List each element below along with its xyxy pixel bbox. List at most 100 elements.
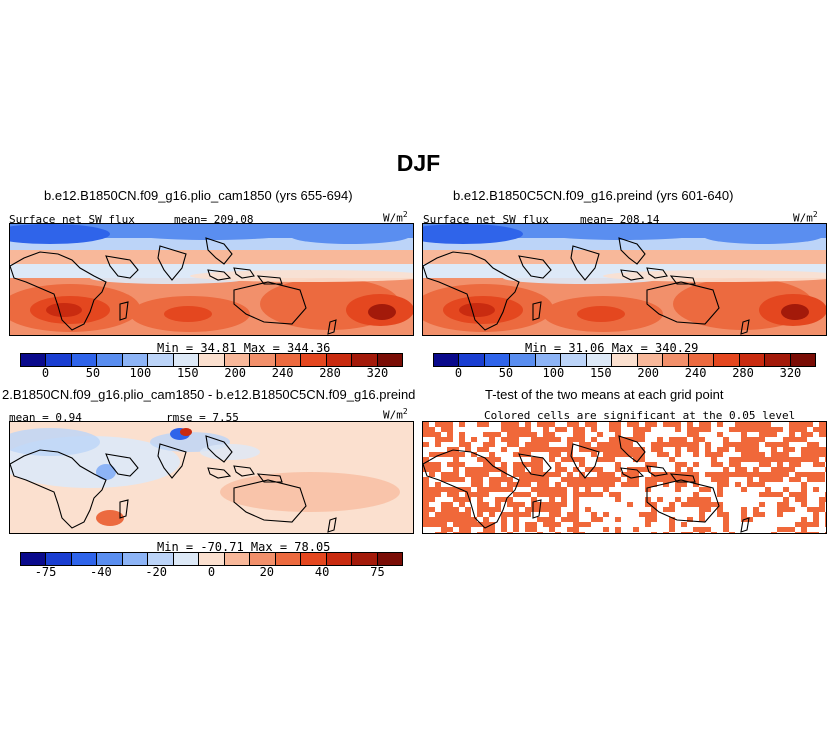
significant-cell	[765, 427, 771, 432]
significant-cell	[645, 487, 651, 492]
colorbar-swatch	[377, 553, 403, 565]
significant-cell	[495, 482, 501, 487]
significant-cell	[765, 422, 771, 427]
significant-cell	[783, 452, 789, 457]
significant-cell	[651, 442, 657, 447]
significant-cell	[555, 492, 561, 497]
significant-cell	[813, 452, 819, 457]
significant-cell	[645, 482, 651, 487]
significant-cell	[825, 457, 826, 462]
significant-cell	[423, 477, 429, 482]
significant-cell	[501, 437, 507, 442]
significant-cell	[495, 477, 501, 482]
significant-cell	[687, 532, 693, 533]
significant-cell	[447, 447, 453, 452]
significant-cell	[513, 467, 519, 472]
significant-cell	[513, 482, 519, 487]
significant-cell	[489, 482, 495, 487]
significant-cell	[591, 477, 597, 482]
panel-a-minmax-label: Min = 34.81 Max = 344.36	[157, 341, 331, 355]
colorbar-tick-label: 20	[259, 565, 275, 579]
panel-c-colorbar	[20, 552, 403, 566]
significant-cell	[615, 422, 621, 427]
coastline	[205, 435, 233, 463]
significant-cell	[687, 422, 693, 427]
significant-cell	[699, 437, 705, 442]
significant-cell	[681, 482, 687, 487]
significant-cell	[699, 507, 705, 512]
coastline	[618, 435, 646, 463]
significant-cell	[645, 422, 651, 427]
significant-cell	[423, 492, 429, 497]
significant-cell	[513, 517, 519, 522]
coastline	[105, 255, 139, 279]
colorbar-tick-label: 280	[732, 366, 754, 380]
panel-b-colorbar	[433, 353, 816, 367]
significant-cell	[633, 527, 639, 532]
colorbar-tick-label: 200	[224, 366, 247, 380]
significant-cell	[513, 437, 519, 442]
significant-cell	[537, 422, 543, 427]
significant-cell	[687, 517, 693, 522]
panel-b-title: b.e12.B1850C5CN.f09_g16.preind (yrs 601-…	[453, 188, 734, 203]
significant-cell	[531, 507, 537, 512]
significant-cell	[453, 457, 459, 462]
significant-cell	[615, 447, 621, 452]
coastline	[669, 473, 696, 483]
significant-cell	[633, 452, 639, 457]
significant-cell	[747, 477, 753, 482]
significant-cell	[699, 517, 705, 522]
significant-cell	[573, 532, 579, 533]
significant-cell	[543, 437, 549, 442]
significant-cell	[555, 462, 561, 467]
significant-cell	[801, 532, 807, 533]
colorbar-tick-label: 320	[366, 366, 389, 380]
colorbar-swatch	[790, 354, 816, 366]
significant-cell	[501, 467, 507, 472]
significant-cell	[519, 462, 525, 467]
significant-cell	[663, 482, 669, 487]
significant-cell	[747, 472, 753, 477]
significant-cell	[561, 497, 567, 502]
significant-cell	[447, 507, 453, 512]
significant-cell	[795, 472, 801, 477]
colorbar-swatch	[97, 553, 123, 565]
significant-cell	[615, 477, 621, 482]
significant-cell	[555, 507, 561, 512]
significant-cell	[435, 422, 441, 427]
significant-cell	[483, 467, 489, 472]
significant-cell	[705, 502, 711, 507]
significant-cell	[675, 442, 681, 447]
significant-cell	[453, 447, 459, 452]
significant-cell	[507, 502, 513, 507]
significant-cell	[759, 477, 765, 482]
significant-cell	[663, 452, 669, 457]
significant-cell	[777, 442, 783, 447]
significant-cell	[423, 522, 429, 527]
significant-cell	[615, 462, 621, 467]
significant-cell	[777, 502, 783, 507]
significant-cell	[657, 442, 663, 447]
significant-cell	[567, 512, 573, 517]
significant-cell	[669, 457, 675, 462]
significant-cell	[471, 517, 477, 522]
significant-cell	[705, 472, 711, 477]
significant-cell	[465, 517, 471, 522]
colorbar-swatch	[275, 354, 302, 366]
significant-cell	[657, 472, 663, 477]
significant-cell	[717, 462, 723, 467]
field-max-sw	[459, 303, 495, 317]
significant-cell	[519, 472, 525, 477]
coastline	[618, 237, 646, 265]
colorbar-swatch	[301, 553, 327, 565]
significant-cell	[555, 472, 561, 477]
significant-cell	[747, 437, 753, 442]
significant-cell	[783, 442, 789, 447]
significant-cell	[441, 422, 447, 427]
significant-cell	[591, 492, 597, 497]
significant-cell	[489, 507, 495, 512]
significant-cell	[459, 532, 465, 533]
significant-cell	[825, 522, 826, 527]
field-max-sw	[781, 304, 809, 320]
colorbar-tick-label: 240	[684, 366, 707, 380]
